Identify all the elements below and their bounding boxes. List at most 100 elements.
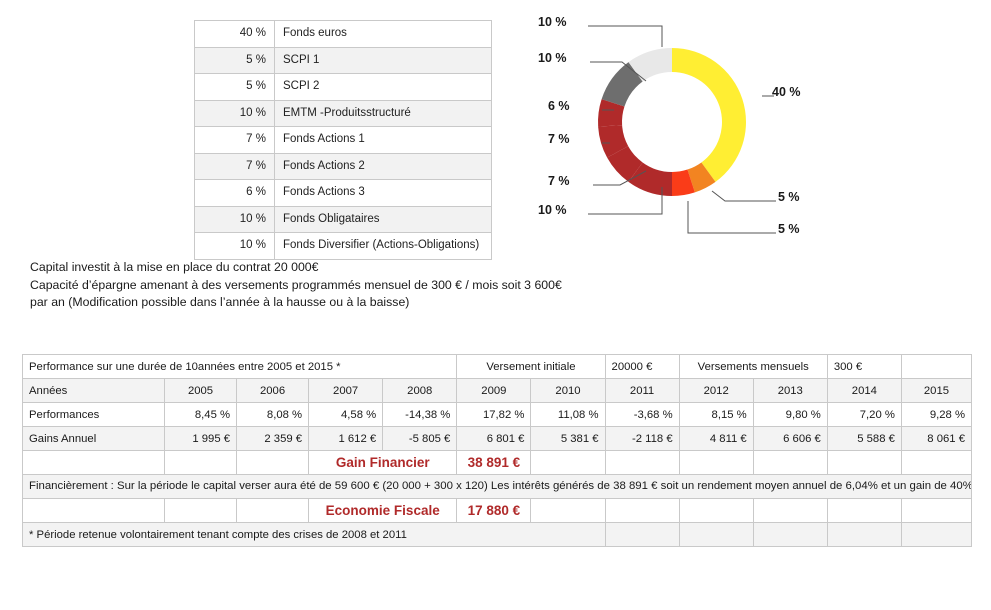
spacer-cell bbox=[900, 522, 973, 547]
gain-cell: 6 606 € bbox=[752, 426, 828, 451]
donut-slice bbox=[672, 48, 746, 182]
spacer-cell bbox=[752, 522, 828, 547]
table-row: 6 % Fonds Actions 3 bbox=[194, 179, 492, 207]
table-row: 10 % Fonds Obligataires bbox=[194, 205, 492, 233]
allocation-donut-chart: 10 % 10 % 6 % 7 % 7 % 10 % 40 % 5 % 5 % bbox=[510, 5, 840, 255]
donut-slice bbox=[628, 48, 672, 82]
gain-cell: 6 801 € bbox=[456, 426, 532, 451]
spacer-cell bbox=[236, 498, 310, 523]
versements-mensuels-label: Versements mensuels bbox=[678, 354, 828, 379]
year-cell: 2010 bbox=[530, 378, 606, 403]
gain-cell: 1 612 € bbox=[308, 426, 384, 451]
spacer-cell bbox=[900, 450, 973, 475]
spacer-cell bbox=[236, 450, 310, 475]
performance-cell: 11,08 % bbox=[530, 402, 606, 427]
performance-cell: 17,82 % bbox=[456, 402, 532, 427]
year-cell: 2006 bbox=[236, 378, 310, 403]
allocation-percent: 7 % bbox=[194, 152, 275, 180]
gain-cell: 4 811 € bbox=[678, 426, 754, 451]
performance-cell: 9,28 % bbox=[900, 402, 973, 427]
spacer-cell bbox=[164, 450, 238, 475]
donut-slice bbox=[687, 162, 716, 193]
donut-callout-label: 7 % bbox=[548, 132, 570, 146]
gain-cell: 2 359 € bbox=[236, 426, 310, 451]
performance-cell: -3,68 % bbox=[604, 402, 680, 427]
year-cell: 2005 bbox=[164, 378, 238, 403]
leader-line-actions3 bbox=[590, 61, 647, 82]
leader-line-emtm bbox=[593, 170, 647, 186]
donut-callout-label: 10 % bbox=[538, 203, 567, 217]
allocation-table-body: 40 % Fonds euros 5 % SCPI 1 5 % SCPI 2 1… bbox=[194, 20, 492, 260]
donut-callout-label: 5 % bbox=[778, 190, 800, 204]
performance-cell: 4,58 % bbox=[308, 402, 384, 427]
gain-financier-value: 38 891 € bbox=[456, 450, 532, 475]
versement-initial-label: Versement initiale bbox=[456, 354, 606, 379]
spacer-cell bbox=[900, 498, 973, 523]
donut-callout-label: 7 % bbox=[548, 174, 570, 188]
performance-cell: 8,45 % bbox=[164, 402, 238, 427]
spacer-cell bbox=[752, 450, 828, 475]
allocation-label: Fonds Diversifier (Actions-Obligations) bbox=[274, 232, 492, 260]
leader-line-scpi2 bbox=[687, 201, 776, 234]
donut-callout-label: 10 % bbox=[538, 15, 567, 29]
allocation-percent: 5 % bbox=[194, 46, 275, 74]
spacer-cell bbox=[678, 450, 754, 475]
donut-slice bbox=[672, 169, 695, 196]
donut-callout-label: 40 % bbox=[772, 85, 801, 99]
table-row-narrative: Financièrement : Sur la période le capit… bbox=[22, 474, 972, 499]
spacer-cell bbox=[21, 498, 166, 523]
performance-table-body: Performance sur une durée de 10années en… bbox=[21, 354, 973, 547]
table-row: 5 % SCPI 1 bbox=[194, 46, 492, 74]
year-cell: 2009 bbox=[456, 378, 532, 403]
economie-fiscale-label: Economie Fiscale bbox=[308, 498, 458, 523]
performance-cell: -14,38 % bbox=[382, 402, 458, 427]
donut-slice bbox=[601, 62, 643, 107]
versements-mensuels-value: 300 € bbox=[826, 354, 902, 379]
spacer-cell bbox=[604, 498, 680, 523]
allocation-label: Fonds Actions 2 bbox=[274, 152, 492, 180]
table-row-header-summary: Performance sur une durée de 10années en… bbox=[21, 354, 973, 379]
table-row: 5 % SCPI 2 bbox=[194, 73, 492, 101]
spacer-cell bbox=[678, 522, 754, 547]
allocation-label: Fonds Actions 3 bbox=[274, 179, 492, 207]
table-row: 40 % Fonds euros bbox=[194, 20, 492, 48]
narrative-text: Financièrement : Sur la période le capit… bbox=[22, 474, 972, 499]
table-row: 10 % EMTM -Produitsstructuré bbox=[194, 99, 492, 127]
donut-slice bbox=[628, 162, 672, 196]
spacer-cell bbox=[826, 450, 902, 475]
year-cell: 2012 bbox=[678, 378, 754, 403]
donut-callout-label: 5 % bbox=[778, 222, 800, 236]
donut-callout-labels: 10 % 10 % 6 % 7 % 7 % 10 % 40 % 5 % 5 % bbox=[538, 15, 801, 236]
table-row-years: Années 2005 2006 2007 2008 2009 2010 201… bbox=[21, 378, 973, 403]
allocation-percent: 10 % bbox=[194, 205, 275, 233]
leader-line-obligataires bbox=[588, 25, 663, 47]
spacer-cell bbox=[604, 522, 680, 547]
table-row: 10 % Fonds Diversifier (Actions-Obligati… bbox=[194, 232, 492, 260]
performance-cell: 8,08 % bbox=[236, 402, 310, 427]
allocation-label: Fonds Obligataires bbox=[274, 205, 492, 233]
row-label-performances: Performances bbox=[21, 402, 166, 427]
row-label-gains: Gains Annuel bbox=[21, 426, 166, 451]
gain-cell: 1 995 € bbox=[164, 426, 238, 451]
allocation-percent: 6 % bbox=[194, 179, 275, 207]
performance-cell: 9,80 % bbox=[752, 402, 828, 427]
donut-callout-label: 6 % bbox=[548, 99, 570, 113]
donut-slice bbox=[598, 99, 625, 127]
year-cell: 2011 bbox=[604, 378, 680, 403]
spacer-cell bbox=[752, 498, 828, 523]
allocation-label: SCPI 2 bbox=[274, 73, 492, 101]
table-row-economie-fiscale: Economie Fiscale 17 880 € bbox=[21, 498, 973, 523]
table-row: 7 % Fonds Actions 1 bbox=[194, 126, 492, 154]
donut-leader-lines bbox=[588, 25, 776, 234]
gain-cell: -5 805 € bbox=[382, 426, 458, 451]
spacer-cell bbox=[530, 450, 606, 475]
donut-chart-svg: 10 % 10 % 6 % 7 % 7 % 10 % 40 % 5 % 5 % bbox=[538, 15, 801, 236]
allocation-percent: 5 % bbox=[194, 73, 275, 101]
table-row-gains: Gains Annuel 1 995 € 2 359 € 1 612 € -5 … bbox=[21, 426, 973, 451]
spacer-cell bbox=[21, 450, 166, 475]
gain-financier-label: Gain Financier bbox=[308, 450, 458, 475]
table-row: 7 % Fonds Actions 2 bbox=[194, 152, 492, 180]
intro-paragraph: Capital investit à la mise en place du c… bbox=[30, 260, 562, 309]
performance-cell: 8,15 % bbox=[678, 402, 754, 427]
allocation-percent: 40 % bbox=[194, 20, 275, 48]
